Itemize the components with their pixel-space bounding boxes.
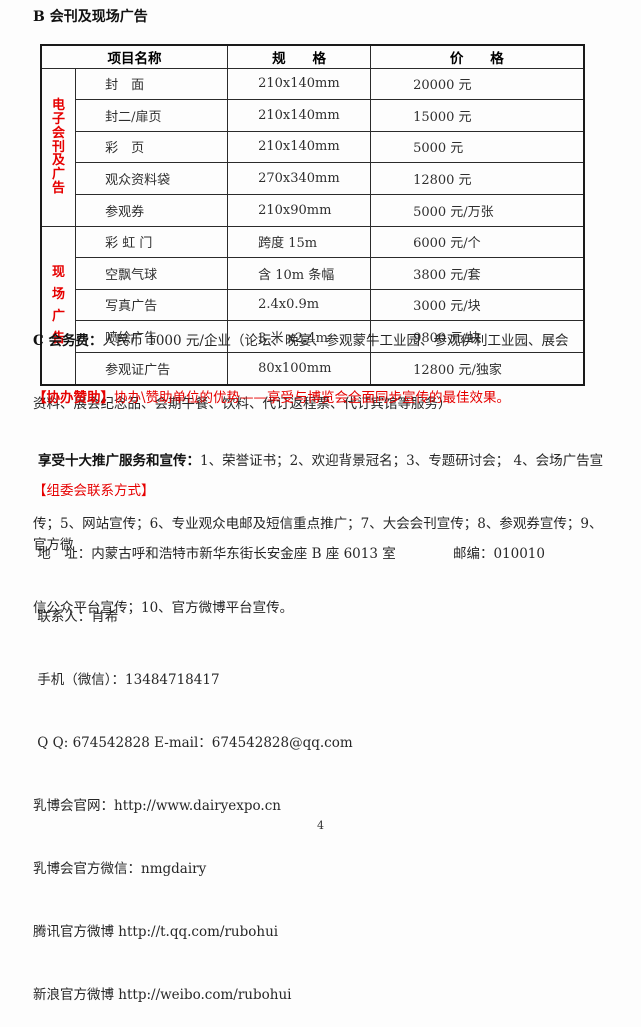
header-price: 价 格 xyxy=(370,44,585,69)
contact-line-person: 联系人：肖希 xyxy=(33,609,119,625)
contact-section: 【组委会联系方式】 地 址：内蒙古呼和浩特市新华东街长安金座 B 座 6013 … xyxy=(33,439,545,1027)
item-price: 3000 元/块 xyxy=(370,288,585,322)
header-spec: 规 格 xyxy=(227,44,372,69)
document-page: { "colors": { "accent_red": "#e60000", "… xyxy=(33,9,615,1003)
item-spec: 210x90mm xyxy=(227,193,372,227)
item-spec: 3 米 x2.4m xyxy=(227,320,372,353)
item-spec: 跨度 15m xyxy=(227,225,372,259)
table-row: 彩 页 210x140mm 5000 元 xyxy=(41,130,585,164)
table-header-row: 项目名称 规 格 价 格 xyxy=(40,44,585,69)
item-price: 15000 元 xyxy=(370,99,585,132)
table-row: 现场广告 彩 虹 门 跨度 15m 6000 元/个 xyxy=(40,225,585,385)
item-spec: 210x140mm xyxy=(227,99,372,132)
sponsor-headline-bracket: 【协办赞助】 xyxy=(33,390,114,406)
promo-line-3: 信公众平台宣传；10、官方微博平台宣传。 xyxy=(33,600,294,616)
item-price: 12800 元 xyxy=(370,162,585,195)
pricing-table-container: 项目名称 规 格 价 格 电子会刊及广告 封 面 210x140mm 20000… xyxy=(40,44,585,386)
item-price: 12800 元/独家 xyxy=(370,351,585,386)
sponsor-section: 【协办赞助】协办\赞助单位的优势——享受与博览会全面同步宣传的最佳效果。 享受十… xyxy=(33,346,615,640)
item-spec: 270x340mm xyxy=(227,162,372,195)
header-item-name: 项目名称 xyxy=(40,44,229,69)
item-price: 5000 元/万张 xyxy=(370,193,585,227)
fee-line-1: C 会务费：人民币 1000 元/企业（论坛、晚宴、参观蒙牛工业园、参观伊利工业… xyxy=(33,331,613,352)
table-row: 电子会刊及广告 封 面 210x140mm 20000 元 xyxy=(40,67,585,227)
item-name: 彩 虹 门 xyxy=(75,225,229,259)
page-number: 4 xyxy=(317,819,324,832)
item-spec: 210x140mm xyxy=(227,67,372,101)
item-name: 彩 页 xyxy=(75,130,229,164)
contact-line-website: 乳博会官网：http://www.dairyexpo.cn xyxy=(33,798,281,814)
promo-line-2: 传；5、网站宣传；6、专业观众电邮及短信重点推广；7、大会会刊宣传；8、参观券宣… xyxy=(33,516,603,553)
table-row: 参观券 210x90mm 5000 元/万张 xyxy=(41,193,585,227)
item-price: 5000 元 xyxy=(370,130,585,164)
group-label-text: 电子会刊及广告 xyxy=(52,98,66,196)
table-row: 喷绘广告 3 米 x2.4m 9800 元/块 xyxy=(41,320,585,353)
contact-header: 【组委会联系方式】 xyxy=(33,483,155,499)
table-row: 观众资料袋 270x340mm 12800 元 xyxy=(41,162,585,195)
item-name: 参观证广告 xyxy=(75,351,229,386)
contact-line-tqq-weibo: 腾讯官方微博 http://t.qq.com/rubohui xyxy=(33,924,279,940)
address-text: 地 址：内蒙古呼和浩特市新华东街长安金座 B 座 6013 室 xyxy=(33,546,396,562)
item-name: 参观券 xyxy=(75,193,229,227)
item-name: 封 面 xyxy=(75,67,229,101)
pricing-table: 项目名称 规 格 价 格 电子会刊及广告 封 面 210x140mm 20000… xyxy=(40,44,585,386)
contact-line-sina-weibo: 新浪官方微博 http://weibo.com/rubohui xyxy=(33,987,292,1003)
item-name: 封二/扉页 xyxy=(75,99,229,132)
item-price: 20000 元 xyxy=(370,67,585,101)
item-price: 3800 元/套 xyxy=(370,257,585,290)
promo-line-1: 享受十大推广服务和宣传：1、荣誉证书；2、欢迎背景冠名；3、专题研讨会； 4、会… xyxy=(33,451,615,472)
fee-line-2: 资料、展会纪念品、会期午餐、饮料、代订返程票、代订宾馆等服务） xyxy=(33,396,452,412)
item-name: 喷绘广告 xyxy=(75,320,229,353)
group-label-text: 现场广告 xyxy=(52,264,66,346)
item-spec: 210x140mm xyxy=(227,130,372,164)
table-row: 封二/扉页 210x140mm 15000 元 xyxy=(41,99,585,132)
contact-line-wechat: 乳博会官方微信：nmgdairy xyxy=(33,861,207,877)
promo-label: 享受十大推广服务和宣传： xyxy=(38,453,200,469)
group-label-ejournal: 电子会刊及广告 xyxy=(40,67,77,227)
fee-text-1: 人民币 1000 元/企业（论坛、晚宴、参观蒙牛工业园、参观伊利工业园、展会 xyxy=(102,333,569,349)
address-row: 地 址：内蒙古呼和浩特市新华东街长安金座 B 座 6013 室 邮编：01001… xyxy=(33,544,545,565)
item-name: 空飘气球 xyxy=(75,257,229,290)
contact-line-qq-email: Q Q: 674542828 E-mail：674542828@qq.com xyxy=(33,735,353,751)
item-price: 9800 元/块 xyxy=(370,320,585,353)
page-title: B 会刊及现场广告 xyxy=(33,9,148,25)
item-spec: 含 10m 条幅 xyxy=(227,257,372,290)
conference-fee-section: C 会务费：人民币 1000 元/企业（论坛、晚宴、参观蒙牛工业园、参观伊利工业… xyxy=(33,289,613,436)
promo-text-1: 1、荣誉证书；2、欢迎背景冠名；3、专题研讨会； 4、会场广告宣 xyxy=(200,453,604,469)
table-row: 空飘气球 含 10m 条幅 3800 元/套 xyxy=(41,257,585,290)
sponsor-headline-rest: 协办\赞助单位的优势——享受与博览会全面同步宣传的最佳效果。 xyxy=(114,390,511,406)
table-row: 参观证广告 80x100mm 12800 元/独家 xyxy=(41,351,585,386)
contact-line-phone: 手机（微信）：13484718417 xyxy=(33,672,220,688)
item-price: 6000 元/个 xyxy=(370,225,585,259)
postcode-text: 邮编：010010 xyxy=(452,546,545,562)
item-name: 观众资料袋 xyxy=(75,162,229,195)
table-row: 写真广告 2.4x0.9m 3000 元/块 xyxy=(41,288,585,322)
fee-label: C 会务费： xyxy=(33,333,103,349)
sponsor-headline: 【协办赞助】协办\赞助单位的优势——享受与博览会全面同步宣传的最佳效果。 xyxy=(33,388,615,409)
